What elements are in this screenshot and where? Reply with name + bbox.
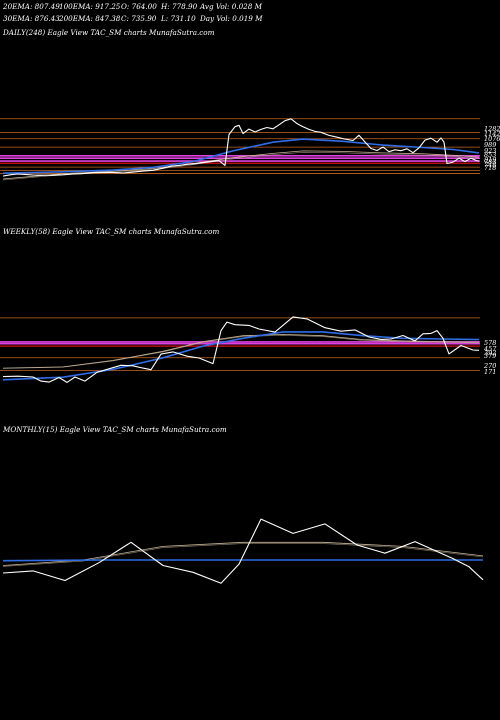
monthly-chart-title: MONTHLY(15) Eagle View TAC_SM charts Mun…: [3, 425, 227, 434]
daily-price-line: [2, 118, 480, 177]
daily-ema-tan-line: [2, 150, 480, 180]
weekly-ema-tan-line-2: [2, 334, 480, 369]
stat-high: H: 778.90: [161, 2, 198, 11]
weekly-tick-label: 578: [484, 339, 496, 347]
monthly-ema-tan-line-2: [2, 543, 484, 567]
weekly-tick-label: 171: [484, 368, 496, 376]
daily-tick-label: 819: [484, 156, 496, 164]
daily-ema-blue-line: [2, 138, 480, 174]
daily-tick-label: 718: [484, 164, 496, 172]
stat-30ema: 30EMA: 876.43: [3, 14, 60, 23]
daily-tick-label: 1076: [484, 135, 500, 143]
stat-100ema: 100EMA: 917.25: [59, 2, 121, 11]
weekly-ema-blue-line: [2, 331, 480, 381]
daily-tick-label: 748: [484, 161, 496, 169]
daily-tick-label: 989: [484, 141, 496, 149]
daily-tick-label: 923: [484, 147, 496, 155]
stat-low: L: 731.10: [161, 14, 196, 23]
stat-avg-vol: Avg Vol: 0.028 M: [200, 2, 262, 11]
monthly-ema-blue-line: [2, 559, 483, 562]
weekly-price-line: [2, 316, 480, 383]
stat-200ema: 200EMA: 847.38: [59, 14, 121, 23]
stat-day-vol: Day Vol: 0.019 M: [200, 14, 263, 23]
stat-20ema: 20EMA: 807.49: [3, 2, 60, 11]
daily-chart-title: DAILY(248) Eagle View TAC_SM charts Muna…: [3, 28, 215, 37]
monthly-price-line: [2, 518, 484, 584]
weekly-tick-label: 457: [483, 345, 497, 353]
weekly-chart-title: WEEKLY(58) Eagle View TAC_SM charts Muna…: [3, 227, 220, 236]
stat-open: O: 764.00: [121, 2, 157, 11]
daily-tick-label: 1142: [484, 130, 500, 138]
weekly-tick-label: 270: [483, 362, 496, 370]
stat-close: C: 735.90: [121, 14, 157, 23]
daily-tick-label: 1282: [484, 125, 500, 133]
weekly-tick-label: 392: [484, 349, 496, 357]
monthly-ema-tan-line: [2, 541, 484, 566]
weekly-tick-label: 379: [484, 352, 496, 360]
daily-tick-label: 853: [484, 151, 496, 159]
daily-tick-label: 783: [484, 158, 496, 166]
